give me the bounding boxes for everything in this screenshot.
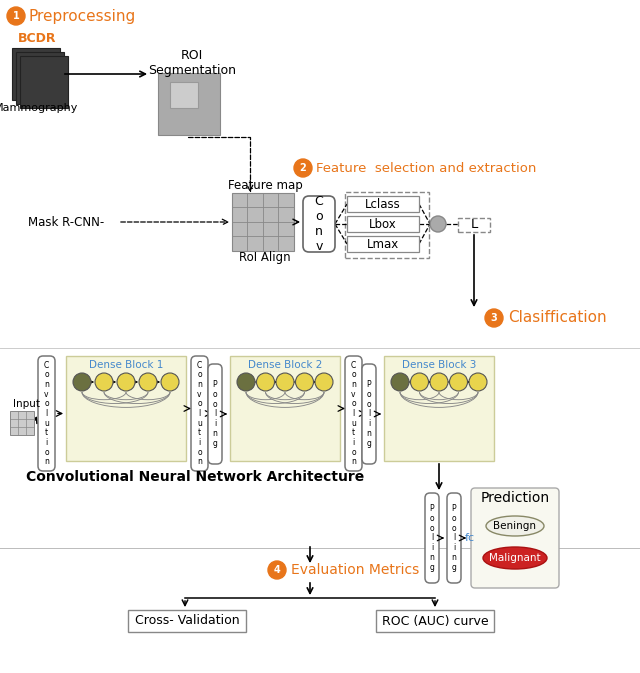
FancyBboxPatch shape <box>208 364 222 464</box>
Text: Convolutional Neural Network Architecture: Convolutional Neural Network Architectur… <box>26 470 364 484</box>
Text: C
o
n
v: C o n v <box>315 195 323 253</box>
FancyBboxPatch shape <box>10 411 34 435</box>
Text: L: L <box>470 219 477 232</box>
Text: Dense Block 1: Dense Block 1 <box>89 360 163 370</box>
FancyBboxPatch shape <box>347 216 419 232</box>
FancyBboxPatch shape <box>425 493 439 583</box>
FancyBboxPatch shape <box>232 193 294 251</box>
Text: Lclass: Lclass <box>365 197 401 211</box>
Text: Lbox: Lbox <box>369 217 397 230</box>
Text: Cross- Validation: Cross- Validation <box>134 614 239 627</box>
Text: fc: fc <box>465 533 475 543</box>
Text: P
o
o
l
i
n
g: P o o l i n g <box>367 380 371 448</box>
Text: Clasiffication: Clasiffication <box>508 310 607 326</box>
Text: Mammography: Mammography <box>0 103 78 113</box>
Text: Lmax: Lmax <box>367 238 399 250</box>
Text: Evaluation Metrics: Evaluation Metrics <box>291 563 419 577</box>
FancyBboxPatch shape <box>384 356 494 461</box>
FancyBboxPatch shape <box>66 356 186 461</box>
FancyBboxPatch shape <box>158 73 220 135</box>
FancyBboxPatch shape <box>20 56 68 108</box>
Text: 4: 4 <box>274 565 280 575</box>
Circle shape <box>95 373 113 391</box>
Circle shape <box>7 7 25 25</box>
Text: Dense Block 2: Dense Block 2 <box>248 360 322 370</box>
Text: Input: Input <box>13 399 40 409</box>
Circle shape <box>410 373 429 391</box>
Text: Mask R-CNN-: Mask R-CNN- <box>28 215 104 229</box>
FancyBboxPatch shape <box>345 356 362 471</box>
FancyBboxPatch shape <box>128 610 246 632</box>
FancyBboxPatch shape <box>16 52 64 104</box>
Text: P
o
o
l
i
n
g: P o o l i n g <box>429 504 435 571</box>
Circle shape <box>296 373 314 391</box>
Text: 2: 2 <box>300 163 307 173</box>
Text: Prediction: Prediction <box>481 491 550 505</box>
Text: Preprocessing: Preprocessing <box>29 9 136 24</box>
FancyBboxPatch shape <box>12 48 60 100</box>
FancyBboxPatch shape <box>170 82 198 108</box>
Text: Dense Block 3: Dense Block 3 <box>402 360 476 370</box>
Circle shape <box>315 373 333 391</box>
Text: ROC (AUC) curve: ROC (AUC) curve <box>381 614 488 627</box>
Circle shape <box>485 309 503 327</box>
Circle shape <box>430 373 448 391</box>
FancyBboxPatch shape <box>447 493 461 583</box>
Circle shape <box>430 216 446 232</box>
Text: C
o
n
v
o
l
u
t
i
o
n: C o n v o l u t i o n <box>197 361 202 466</box>
Circle shape <box>73 373 91 391</box>
FancyBboxPatch shape <box>347 196 419 212</box>
FancyBboxPatch shape <box>347 236 419 252</box>
Circle shape <box>257 373 275 391</box>
Text: Feature map: Feature map <box>228 178 302 192</box>
Circle shape <box>469 373 487 391</box>
Text: ROI
Segmentation: ROI Segmentation <box>148 49 236 77</box>
FancyBboxPatch shape <box>345 192 429 258</box>
FancyBboxPatch shape <box>303 196 335 252</box>
Text: P
o
o
l
i
n
g: P o o l i n g <box>212 380 218 448</box>
Text: Feature  selection and extraction: Feature selection and extraction <box>316 162 536 174</box>
Circle shape <box>391 373 409 391</box>
Text: RoI Align: RoI Align <box>239 250 291 264</box>
FancyBboxPatch shape <box>471 488 559 588</box>
Circle shape <box>294 159 312 177</box>
Text: Beningn: Beningn <box>493 521 536 531</box>
FancyBboxPatch shape <box>458 218 490 232</box>
Circle shape <box>139 373 157 391</box>
Circle shape <box>268 561 286 579</box>
Ellipse shape <box>486 516 544 536</box>
Text: 3: 3 <box>491 313 497 323</box>
Text: 1: 1 <box>13 11 19 21</box>
Circle shape <box>237 373 255 391</box>
Ellipse shape <box>483 547 547 569</box>
Circle shape <box>161 373 179 391</box>
Circle shape <box>449 373 467 391</box>
FancyBboxPatch shape <box>376 610 494 632</box>
FancyBboxPatch shape <box>38 356 55 471</box>
Text: C
o
n
v
o
l
u
t
i
o
n: C o n v o l u t i o n <box>44 361 49 466</box>
FancyBboxPatch shape <box>230 356 340 461</box>
Text: C
o
n
v
o
l
u
t
i
o
n: C o n v o l u t i o n <box>351 361 356 466</box>
Text: Malignant: Malignant <box>489 553 541 563</box>
Text: P
o
o
l
i
n
g: P o o l i n g <box>452 504 456 571</box>
Circle shape <box>276 373 294 391</box>
Text: BCDR: BCDR <box>18 32 56 44</box>
FancyBboxPatch shape <box>191 356 208 471</box>
FancyBboxPatch shape <box>362 364 376 464</box>
Circle shape <box>117 373 135 391</box>
